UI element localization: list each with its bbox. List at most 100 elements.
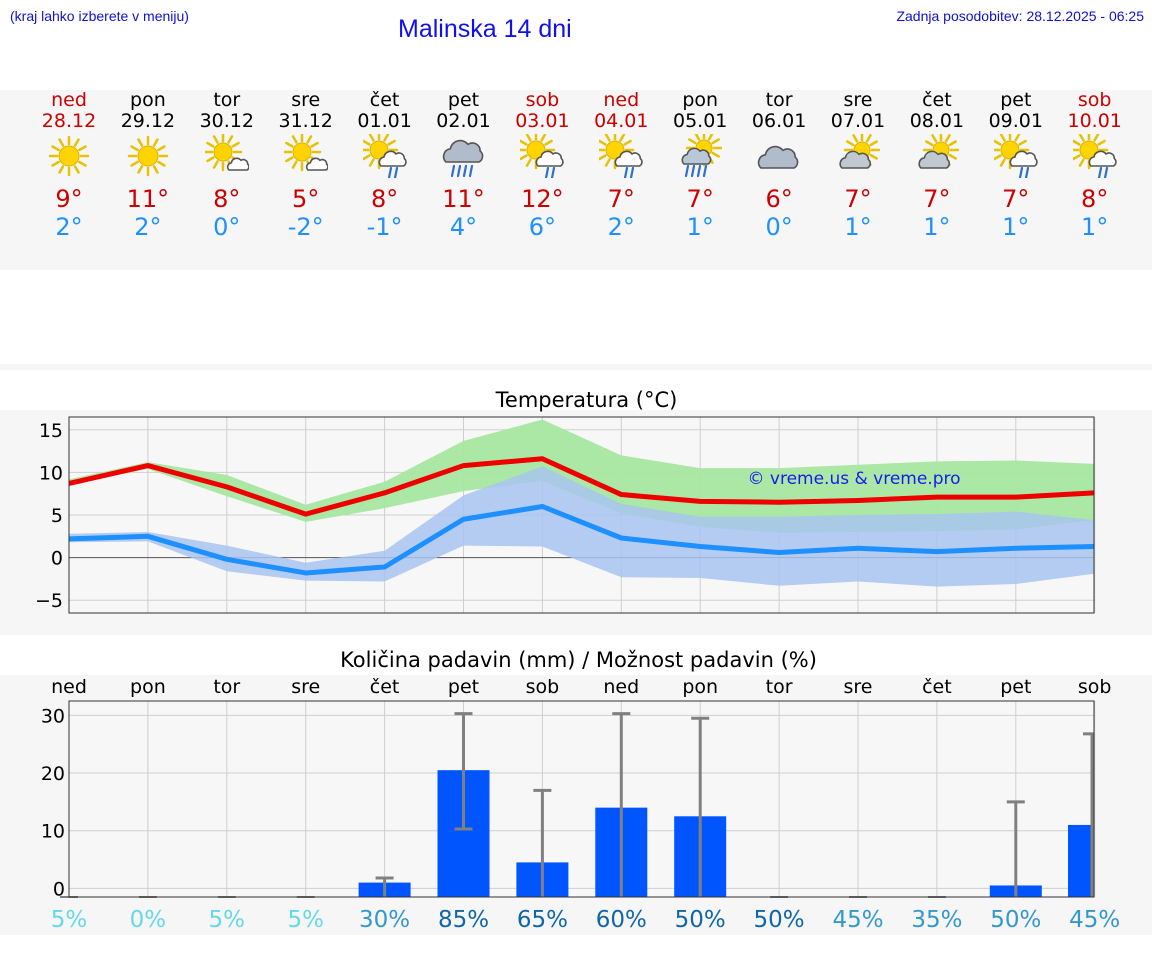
sun-behind-cloud-icon: [839, 134, 880, 169]
plot-area: [69, 701, 1094, 897]
day-name: čet: [922, 89, 952, 111]
daily-forecast-strip: ned 28.12 9° 2° pon 29.12 11° 2° tor 30.12 8° 0° sre…: [0, 90, 1152, 270]
precip-probability: 45%: [832, 907, 883, 933]
y-tick-label: 0: [53, 878, 65, 900]
y-tick-label: 5: [51, 505, 63, 527]
day-date: 06.01: [751, 110, 807, 132]
x-tick-label: pet: [448, 676, 479, 698]
x-tick-label: ned: [51, 676, 87, 698]
temperature-chart: −5 0 5 10 15 Temperatura (°C) © vreme.us & vre…: [35, 388, 1096, 614]
temp-max: 7°: [844, 185, 872, 213]
x-tick-label: sre: [844, 676, 873, 698]
day-name: sob: [525, 89, 560, 111]
precip-probability: 35%: [911, 907, 962, 933]
temp-max: 12°: [521, 185, 564, 213]
day-column: sob 10.01 8° 1°: [1055, 90, 1135, 241]
precip-probability: 5%: [51, 907, 88, 933]
day-name: pet: [447, 89, 480, 111]
day-name: čet: [369, 89, 400, 111]
sun-cloud-heavy-rain-icon: [681, 134, 723, 178]
day-date: 31.12: [278, 110, 333, 132]
temp-min: 6°: [528, 213, 557, 241]
region-hint: (kraj lahko izberete v meniju): [10, 8, 189, 24]
temp-min: -2°: [287, 213, 324, 241]
temp-min: 1°: [1081, 213, 1109, 241]
y-tick-label: 20: [41, 763, 65, 785]
precip-probability: 30%: [359, 907, 410, 933]
watermark: © vreme.us & vreme.pro: [747, 469, 960, 489]
temp-min: 0°: [213, 213, 241, 241]
temp-max: 7°: [686, 185, 714, 213]
min-temp-range-band: [69, 466, 1094, 587]
y-tick-label: 15: [39, 420, 63, 442]
cloud-icon: [757, 145, 799, 169]
day-column: ned 28.12 9° 2°: [29, 90, 109, 241]
x-tick-label: pon: [682, 676, 718, 698]
x-tick-label: sob: [1078, 676, 1112, 698]
precip-probability: 5%: [209, 907, 246, 933]
x-tick-label: sre: [291, 676, 320, 698]
day-column: tor 06.01 6° 0°: [739, 90, 819, 241]
temp-max: 7°: [607, 185, 635, 213]
temp-min: 2°: [607, 213, 635, 241]
sun-cloud-light-rain-icon: [599, 134, 644, 178]
day-name: tor: [213, 89, 241, 111]
day-name: sob: [1077, 89, 1112, 111]
sun-small-cloud-icon: [204, 134, 249, 172]
min-temp-line: [68, 503, 1095, 576]
chart-title: Količina padavin (mm) / Možnost padavin …: [340, 648, 817, 672]
x-tick-label: sob: [526, 676, 560, 698]
x-tick-label: ned: [603, 676, 639, 698]
x-tick-label: pet: [1000, 676, 1031, 698]
temp-max: 11°: [442, 185, 485, 213]
day-column: ned 04.01 7° 2°: [581, 90, 661, 241]
temp-min: 1°: [1002, 213, 1030, 241]
precip-probability: 0%: [130, 907, 167, 933]
day-column: pon 05.01 7° 1°: [660, 90, 740, 241]
temp-max: 8°: [213, 185, 241, 213]
precip-probability: 45%: [1069, 907, 1120, 933]
x-tick-label: čet: [370, 676, 400, 698]
temp-min: 2°: [134, 213, 162, 241]
day-name: sre: [291, 89, 321, 111]
day-column: sob 03.01 12° 6°: [502, 90, 582, 241]
precip-probability: 65%: [517, 907, 568, 933]
sun-cloud-light-rain-icon: [1072, 134, 1117, 178]
precip-probability: 50%: [675, 907, 726, 933]
day-date: 28.12: [41, 110, 97, 132]
day-column: pon 29.12 11° 2°: [108, 90, 188, 241]
sun-icon: [48, 135, 90, 177]
day-column: pet 02.01 11° 4°: [424, 90, 504, 241]
day-date: 10.01: [1067, 110, 1122, 132]
y-tick-label: 10: [39, 462, 63, 484]
day-name: pet: [1000, 89, 1032, 111]
temp-min: 2°: [55, 213, 83, 241]
plot-frame: [68, 700, 1095, 898]
temp-min: 1°: [686, 213, 714, 241]
x-tick-label: pon: [130, 676, 166, 698]
temp-max: 5°: [292, 185, 320, 213]
precipitation-chart: 0 10 20 30 ned 5% pon 0% tor 5% sre 5% čet 30% pet 85% s…: [41, 648, 1120, 933]
precip-probability: 5%: [287, 907, 324, 933]
chart-title: Temperatura (°C): [495, 388, 678, 412]
day-date: 29.12: [120, 110, 176, 132]
sun-small-cloud-icon: [283, 134, 328, 172]
sun-behind-cloud-icon: [918, 134, 959, 169]
day-date: 04.01: [594, 110, 649, 132]
precip-probability: 60%: [596, 907, 647, 933]
sun-cloud-light-rain-icon: [993, 134, 1038, 178]
cloud-heavy-rain-icon: [442, 139, 483, 178]
day-date: 09.01: [988, 110, 1043, 132]
y-tick-label: 0: [51, 548, 63, 570]
last-updated: Zadnja posodobitev: 28.12.2025 - 06:25: [896, 8, 1144, 24]
precip-probability: 50%: [990, 907, 1041, 933]
temp-min: 1°: [844, 213, 872, 241]
temp-max: 7°: [923, 185, 951, 213]
temp-max: 7°: [1002, 185, 1030, 213]
precip-probability: 85%: [438, 907, 489, 933]
sun-cloud-light-rain-icon: [520, 134, 565, 178]
day-column: sre 07.01 7° 1°: [818, 90, 898, 241]
plot-frame: [68, 416, 1095, 614]
max-temp-line: [68, 456, 1095, 517]
day-name: pon: [682, 89, 719, 111]
